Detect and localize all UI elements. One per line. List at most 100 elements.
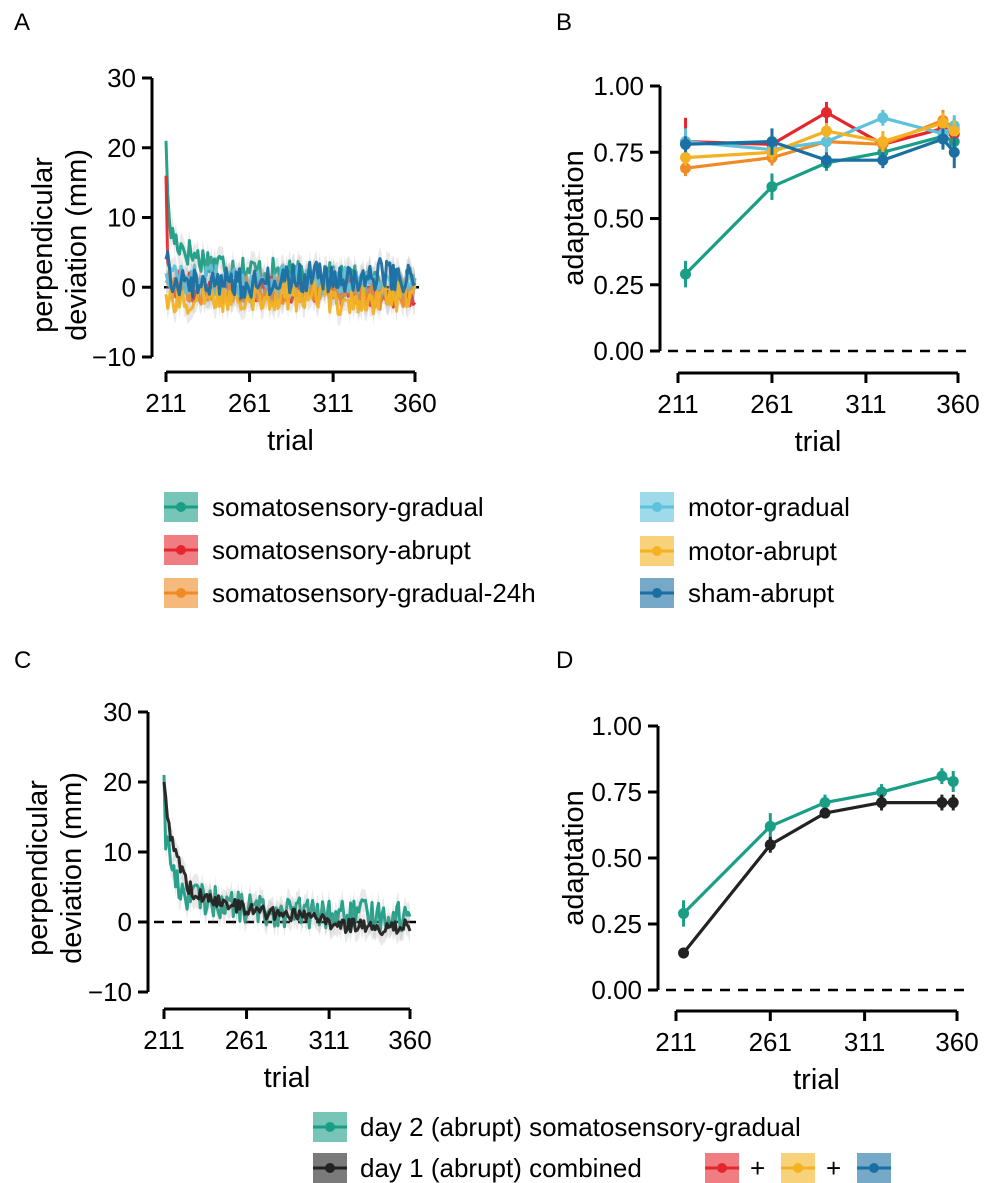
x-tick-label: 211 <box>145 388 186 418</box>
x-axis-title: trial <box>795 426 842 458</box>
x-tick-label: 311 <box>312 388 353 418</box>
legend-item-sham-abrupt: sham-abrupt <box>640 578 835 608</box>
y-tick-label: 0.00 <box>591 975 642 1005</box>
legend-plus: + <box>750 1153 765 1183</box>
panel-d-chart: 0.00 0.25 0.50 0.75 1.00 211 261 311 360 trial ada… <box>558 711 979 1096</box>
x-tick-label: 211 <box>655 1027 696 1057</box>
x-tick-label: 311 <box>308 1025 349 1055</box>
x-tick-label: 211 <box>143 1025 184 1055</box>
legend-item-somatosensory-abrupt: somatosensory-abrupt <box>164 535 471 565</box>
legend-swatch-dot <box>325 1163 335 1173</box>
legend-item-motor-gradual: motor-gradual <box>640 492 850 522</box>
legend-top: somatosensory-gradual somatosensory-abru… <box>164 492 850 608</box>
panel-label-b: B <box>556 9 572 36</box>
y-tick-label: 20 <box>103 767 132 797</box>
data-point-motor-gradual <box>877 112 889 124</box>
panel-b-chart: 0.00 0.25 0.50 0.75 1.00 211 261 311 360 trial ada… <box>558 71 980 458</box>
y-axis-title: perpendicular <box>22 780 54 956</box>
legend-bottom: day 2 (abrupt) somatosensory-gradual day… <box>313 1112 891 1183</box>
y-axis-title: deviation (mm) <box>56 772 88 964</box>
data-point-somatosensory-abrupt <box>820 107 832 118</box>
x-tick-label: 360 <box>393 388 436 418</box>
y-tick-label: 1.00 <box>591 711 642 741</box>
y-tick-label: 0.25 <box>591 909 642 939</box>
data-point-somatosensory-gradual <box>876 786 888 798</box>
data-point-motor-abrupt <box>680 152 692 164</box>
legend-label: motor-gradual <box>688 492 850 522</box>
data-point-sham-abrupt <box>680 138 692 150</box>
data-point-day1-combined <box>819 807 831 819</box>
data-point-somatosensory-gradual <box>819 797 831 809</box>
y-tick-label: 0.25 <box>593 270 644 300</box>
y-tick-label: 30 <box>107 63 136 93</box>
legend-label: somatosensory-gradual-24h <box>212 578 536 608</box>
legend-swatch-dot <box>652 502 662 512</box>
legend-swatch-dot <box>176 502 186 512</box>
legend-item-motor-abrupt: motor-abrupt <box>640 536 838 566</box>
series-line-day1-combined <box>682 800 954 955</box>
legend-swatch-sham-abrupt <box>857 1153 891 1183</box>
data-point-motor-gradual <box>820 136 832 148</box>
series-band-sham-abrupt <box>166 240 415 310</box>
data-point-somatosensory-gradual <box>680 268 692 280</box>
x-tick-label: 311 <box>844 1027 885 1057</box>
legend-label-day1: day 1 (abrupt) combined <box>360 1153 642 1183</box>
y-axis-title: adaptation <box>558 790 590 925</box>
data-point-motor-abrupt <box>877 136 889 148</box>
x-tick-label: 211 <box>657 389 698 419</box>
series-line-motor-abrupt <box>685 121 956 160</box>
x-axis-title: trial <box>267 425 314 457</box>
data-point-day1-combined <box>876 797 888 809</box>
data-point-somatosensory-gradual <box>766 181 778 193</box>
series-line-somatosensory-gradual <box>682 774 954 915</box>
y-tick-label: 10 <box>107 203 136 233</box>
legend-swatch-dot <box>793 1163 803 1173</box>
data-point-sham-abrupt <box>877 154 889 166</box>
panel-label-d: D <box>556 647 573 674</box>
x-tick-label: 261 <box>749 1027 792 1057</box>
data-point-somatosensory-gradual <box>764 820 776 832</box>
series-line-somatosensory-abrupt <box>685 110 955 146</box>
data-point-somatosensory-gradual-24h <box>680 162 692 174</box>
legend-swatch-motor-abrupt <box>781 1153 815 1183</box>
legend-swatch-dot <box>652 546 662 556</box>
legend-swatch-dot <box>325 1122 335 1132</box>
x-tick-label: 360 <box>936 389 979 419</box>
y-tick-label: 0.50 <box>591 843 642 873</box>
legend-label: sham-abrupt <box>688 578 835 608</box>
legend-label: somatosensory-abrupt <box>212 535 471 565</box>
y-tick-label: 1.00 <box>593 71 644 101</box>
x-axis-title: trial <box>793 1064 840 1096</box>
y-tick-label: 20 <box>107 133 136 163</box>
panel-a-chart: −10 0 10 20 30 211 261 311 360 trial perpendicular… <box>27 63 437 457</box>
legend-item-somatosensory-gradual-24h: somatosensory-gradual-24h <box>164 578 536 608</box>
y-tick-label: 0.75 <box>593 137 644 167</box>
y-tick-label: −10 <box>88 977 132 1007</box>
y-axis-title: adaptation <box>558 150 590 285</box>
data-point-day1-combined <box>936 797 948 809</box>
panel-c-chart: −10 0 10 20 30 211 261 311 360 trial perpendicular… <box>22 697 432 1094</box>
data-point-day1-combined <box>764 839 776 851</box>
series-line-day1-combined <box>162 781 412 937</box>
x-axis-title: trial <box>264 1062 311 1094</box>
x-tick-label: 311 <box>845 389 886 419</box>
legend-swatch-somatosensory-abrupt <box>705 1153 739 1183</box>
y-axis-title: deviation (mm) <box>61 149 93 341</box>
data-point-day1-combined <box>947 797 959 809</box>
legend-swatch-dot <box>869 1163 879 1173</box>
legend-swatch-dot <box>717 1163 727 1173</box>
series-band-day1-combined <box>164 770 410 946</box>
data-point-somatosensory-gradual <box>678 907 690 919</box>
legend-item-day1: day 1 (abrupt) combined + + <box>313 1153 891 1183</box>
data-point-motor-abrupt <box>820 125 832 137</box>
data-point-somatosensory-gradual <box>936 770 948 782</box>
data-point-sham-abrupt <box>820 154 832 166</box>
y-tick-label: 30 <box>103 697 132 727</box>
x-tick-label: 360 <box>388 1025 431 1055</box>
legend-plus: + <box>826 1153 841 1183</box>
x-tick-label: 261 <box>750 389 793 419</box>
panel-label-c: C <box>14 647 31 674</box>
y-tick-label: 0 <box>118 907 132 937</box>
data-point-motor-abrupt <box>948 125 960 137</box>
